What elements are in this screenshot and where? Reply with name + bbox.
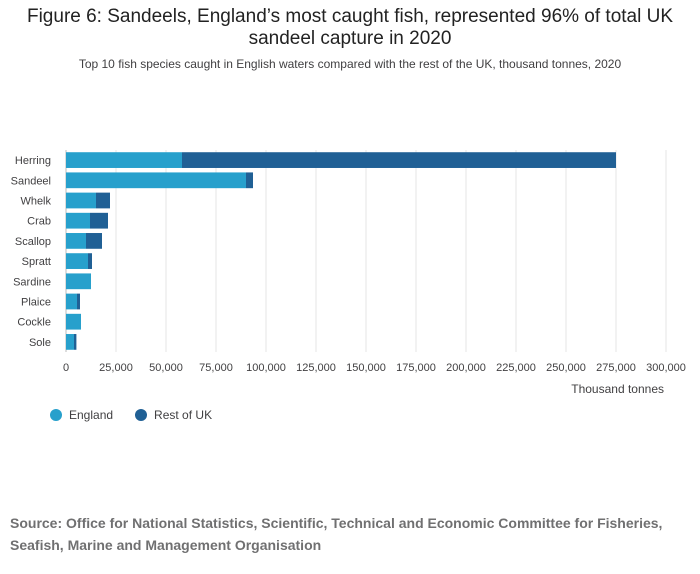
x-tick-label: 175,000	[396, 362, 436, 374]
legend-label-england: England	[69, 408, 114, 422]
bar-sole-rest-of-uk	[74, 334, 77, 350]
category-label: Spratt	[22, 256, 51, 268]
bar-crab-rest-of-uk	[90, 212, 108, 229]
bar-crab-england	[66, 212, 90, 229]
chart-title: Figure 6: Sandeels, England’s most caugh…	[26, 6, 674, 49]
x-tick-label: 275,000	[596, 362, 636, 374]
x-tick-label: 100,000	[246, 362, 286, 374]
x-tick-label: 25,000	[99, 362, 133, 374]
bar-herring-england	[66, 152, 182, 168]
legend-label-rest-of-uk: Rest of UK	[154, 408, 213, 422]
category-labels: Herring Sandeel Whelk Crab Scallop Spratt Sard…	[11, 155, 52, 349]
legend-item-rest-of-uk: Rest of UK	[135, 408, 212, 422]
category-label: Plaice	[21, 297, 51, 309]
category-label: Herring	[15, 155, 51, 167]
legend-item-england: England	[50, 408, 113, 422]
bar-sardine-england	[66, 273, 91, 290]
bar-cockle-england	[66, 313, 81, 330]
category-label: Cockle	[17, 317, 51, 329]
category-label: Scallop	[15, 236, 51, 248]
category-label: Sardine	[13, 276, 51, 288]
x-tick-label: 0	[63, 362, 69, 374]
bar-herring-rest-of-uk	[182, 152, 616, 168]
category-label: Sandeel	[11, 175, 51, 187]
bar-scallop-rest-of-uk	[86, 233, 102, 249]
bar-scallop-england	[66, 233, 86, 249]
x-tick-label: 50,000	[149, 362, 183, 374]
category-label: Sole	[29, 337, 51, 349]
x-tick-label: 125,000	[296, 362, 336, 374]
x-tick-label: 200,000	[446, 362, 486, 374]
bar-spratt-rest-of-uk	[88, 253, 92, 269]
bar-whelk-england	[66, 192, 96, 209]
bar-plaice-rest-of-uk	[77, 293, 80, 310]
bar-spratt-england	[66, 253, 88, 269]
category-label: Crab	[27, 216, 51, 228]
x-tick-label: 150,000	[346, 362, 386, 374]
legend: England Rest of UK	[50, 408, 212, 422]
x-axis-title: Thousand tonnes	[571, 382, 664, 396]
x-tick-label: 300,000	[646, 362, 686, 374]
bar-whelk-rest-of-uk	[96, 192, 110, 209]
bar-sandeel-rest-of-uk	[246, 172, 253, 189]
bar-sandeel-england	[66, 172, 246, 189]
legend-dot-england-icon	[50, 409, 62, 421]
x-tick-label: 75,000	[199, 362, 233, 374]
source-note: Source: Office for National Statistics, …	[10, 515, 663, 553]
bar-chart: Herring Sandeel Whelk Crab Scallop Spratt Sard…	[11, 150, 686, 396]
category-label: Whelk	[20, 196, 51, 208]
x-tick-labels: 0 25,000 50,000 75,000 100,000 125,000 150,000…	[63, 362, 686, 374]
x-tick-label: 225,000	[496, 362, 536, 374]
chart-subtitle: Top 10 fish species caught in English wa…	[78, 57, 622, 71]
bar-sole-england	[66, 334, 74, 350]
legend-dot-rest-of-uk-icon	[135, 409, 148, 421]
bar-plaice-england	[66, 293, 77, 310]
x-tick-label: 250,000	[546, 362, 586, 374]
bars	[66, 152, 616, 350]
